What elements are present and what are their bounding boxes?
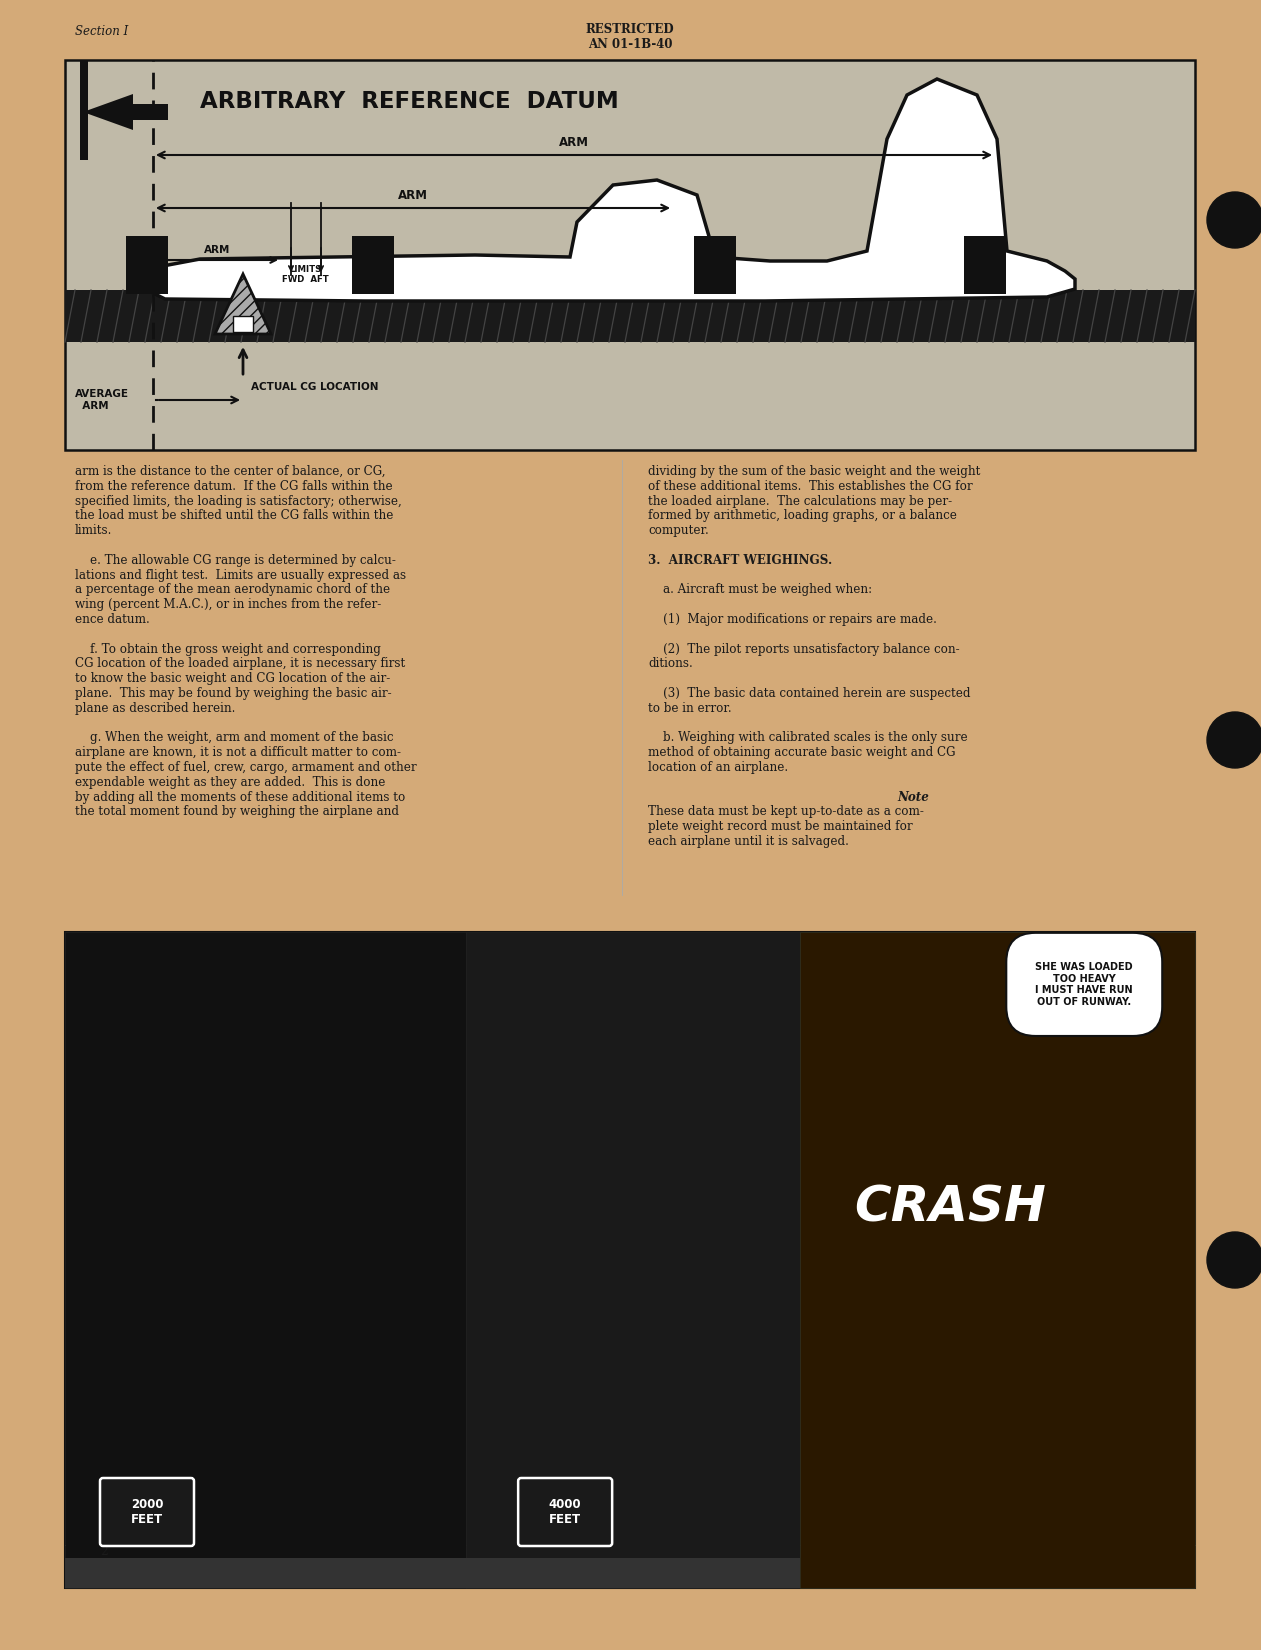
Bar [963,236,1006,294]
Bar [126,236,168,294]
Text: arm is the distance to the center of balance, or CG,: arm is the distance to the center of bal… [74,465,386,478]
Text: Note: Note [897,790,929,804]
Bar [66,932,467,1587]
Text: formed by arithmetic, loading graphs, or a balance: formed by arithmetic, loading graphs, or… [648,510,957,523]
Text: (1)  Major modifications or repairs are made.: (1) Major modifications or repairs are m… [648,614,937,625]
Text: b. Weighing with calibrated scales is the only sure: b. Weighing with calibrated scales is th… [648,731,967,744]
Bar [467,932,799,1587]
Text: limits.: limits. [74,525,112,538]
Text: location of an airplane.: location of an airplane. [648,761,788,774]
Text: by adding all the moments of these additional items to: by adding all the moments of these addit… [74,790,405,804]
Text: ARM: ARM [204,244,231,256]
Text: e. The allowable CG range is determined by calcu-: e. The allowable CG range is determined … [74,554,396,568]
Polygon shape [83,94,168,130]
Text: pute the effect of fuel, crew, cargo, armament and other: pute the effect of fuel, crew, cargo, ar… [74,761,416,774]
Text: ditions.: ditions. [648,657,692,670]
Text: RESTRICTED: RESTRICTED [583,1544,677,1558]
Text: (3)  The basic data contained herein are suspected: (3) The basic data contained herein are … [648,686,971,700]
Text: CRASH: CRASH [854,1183,1045,1231]
Polygon shape [137,79,1074,300]
Text: to be in error.: to be in error. [648,701,731,714]
Text: computer.: computer. [648,525,709,538]
Text: ence datum.: ence datum. [74,614,150,625]
Circle shape [1207,713,1261,767]
Text: specified limits, the loading is satisfactory; otherwise,: specified limits, the loading is satisfa… [74,495,402,508]
Bar [66,59,1195,450]
Text: 2000
FEET: 2000 FEET [131,1498,163,1526]
Text: g. When the weight, arm and moment of the basic: g. When the weight, arm and moment of th… [74,731,393,744]
Text: a. Aircraft must be weighed when:: a. Aircraft must be weighed when: [648,584,873,596]
Text: the loaded airplane.  The calculations may be per-: the loaded airplane. The calculations ma… [648,495,952,508]
Text: SHE WAS LOADED
TOO HEAVY
I MUST HAVE RUN
OUT OF RUNWAY.: SHE WAS LOADED TOO HEAVY I MUST HAVE RUN… [1035,962,1134,1006]
Bar [66,290,1195,342]
Text: RESTRICTED: RESTRICTED [585,23,675,36]
Text: airplane are known, it is not a difficult matter to com-: airplane are known, it is not a difficul… [74,746,401,759]
Bar [694,236,736,294]
Text: ARM: ARM [398,190,427,201]
Text: ARBITRARY  REFERENCE  DATUM: ARBITRARY REFERENCE DATUM [200,91,619,114]
Text: each airplane until it is salvaged.: each airplane until it is salvaged. [648,835,849,848]
Text: plane as described herein.: plane as described herein. [74,701,236,714]
Text: expendable weight as they are added.  This is done: expendable weight as they are added. Thi… [74,776,386,789]
Text: (2)  The pilot reports unsatisfactory balance con-: (2) The pilot reports unsatisfactory bal… [648,642,960,655]
FancyBboxPatch shape [100,1478,194,1546]
Text: to know the basic weight and CG location of the air-: to know the basic weight and CG location… [74,672,390,685]
Text: AN 01-1B-40: AN 01-1B-40 [588,38,672,51]
Text: AVERAGE
  ARM: AVERAGE ARM [74,389,129,411]
Text: 2: 2 [100,1544,108,1558]
Bar [233,317,253,332]
FancyBboxPatch shape [518,1478,612,1546]
Circle shape [1207,1233,1261,1289]
Text: Section I: Section I [74,25,129,38]
Bar [79,59,88,160]
Text: wing (percent M.A.C.), or in inches from the refer-: wing (percent M.A.C.), or in inches from… [74,599,381,610]
Text: a percentage of the mean aerodynamic chord of the: a percentage of the mean aerodynamic cho… [74,584,390,596]
Text: of these additional items.  This establishes the CG for: of these additional items. This establis… [648,480,972,493]
Polygon shape [214,274,271,333]
Text: 3.  AIRCRAFT WEIGHINGS.: 3. AIRCRAFT WEIGHINGS. [648,554,832,568]
Text: f. To obtain the gross weight and corresponding: f. To obtain the gross weight and corres… [74,642,381,655]
Text: the load must be shifted until the CG falls within the: the load must be shifted until the CG fa… [74,510,393,523]
Bar [352,236,393,294]
Text: the total moment found by weighing the airplane and: the total moment found by weighing the a… [74,805,398,818]
Text: from the reference datum.  If the CG falls within the: from the reference datum. If the CG fall… [74,480,392,493]
Text: CG location of the loaded airplane, it is necessary first: CG location of the loaded airplane, it i… [74,657,405,670]
Bar [467,1558,799,1587]
Text: These data must be kept up-to-date as a com-: These data must be kept up-to-date as a … [648,805,924,818]
Text: LIMITS
FWD  AFT: LIMITS FWD AFT [281,266,328,284]
Text: plete weight record must be maintained for: plete weight record must be maintained f… [648,820,913,833]
Text: 4000
FEET: 4000 FEET [549,1498,581,1526]
Text: lations and flight test.  Limits are usually expressed as: lations and flight test. Limits are usua… [74,569,406,581]
Text: method of obtaining accurate basic weight and CG: method of obtaining accurate basic weigh… [648,746,956,759]
Text: ARM: ARM [559,135,589,148]
Text: ACTUAL CG LOCATION: ACTUAL CG LOCATION [251,383,378,393]
Text: plane.  This may be found by weighing the basic air-: plane. This may be found by weighing the… [74,686,392,700]
Bar [799,932,1195,1587]
Circle shape [1207,191,1261,248]
Text: dividing by the sum of the basic weight and the weight: dividing by the sum of the basic weight … [648,465,980,478]
Bar [66,932,1195,1587]
Bar [66,1558,467,1587]
